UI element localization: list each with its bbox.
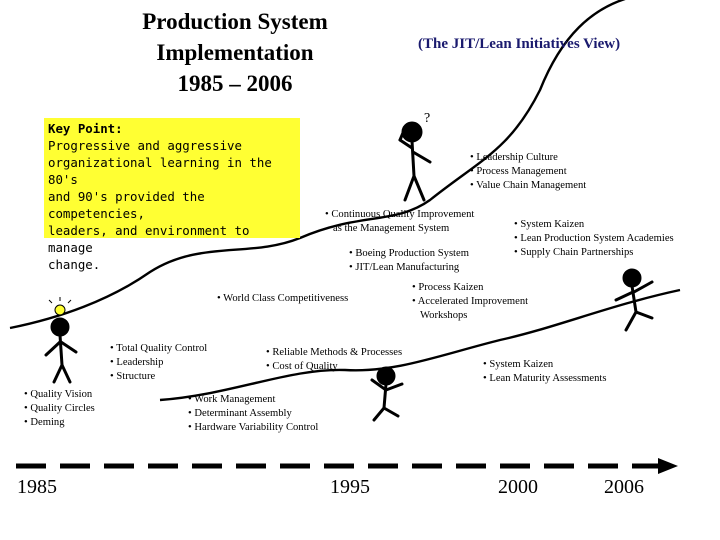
group-process-kaizen: Process Kaizen Accelerated Improvement W… (412, 281, 528, 323)
list-item-continuation: Workshops (412, 309, 528, 323)
year-label: 2006 (604, 476, 644, 498)
page-title: Production System Implementation 1985 – … (100, 6, 370, 99)
arrow-right-icon (658, 458, 678, 474)
group-tqc: Total Quality Control Leadership Structu… (110, 342, 207, 384)
key-point-line: change. (48, 257, 101, 272)
list-item: Supply Chain Partnerships (514, 246, 674, 260)
key-point-line: Progressive and aggressive (48, 138, 242, 153)
list-item: Continuous Quality Improvement (325, 208, 474, 222)
list-item-continuation: as the Management System (325, 222, 474, 236)
list-item: Deming (24, 416, 95, 430)
list-item: System Kaizen (483, 358, 606, 372)
list-item: Quality Circles (24, 402, 94, 416)
list-item: Process Management (470, 165, 586, 179)
key-point-line: and 90's provided the competencies, (48, 189, 205, 221)
list-item-text: as the Management System (333, 223, 450, 234)
celebrating-figure-icon (614, 268, 654, 332)
list-item: Structure (110, 370, 207, 384)
list-item: Quality Vision (24, 388, 95, 402)
group-work: Work Management Determinant Assembly Har… (188, 393, 318, 435)
list-item: Value Chain Management (470, 179, 586, 193)
decline-curve (159, 288, 681, 402)
group-boeing: Boeing Production System JIT/Lean Manufa… (349, 247, 469, 275)
list-item: Determinant Assembly (188, 407, 318, 421)
group-cqi: Continuous Quality Improvement as the Ma… (325, 208, 474, 236)
list-item: Lean Maturity Assessments (483, 372, 606, 386)
list-item: Accelerated Improvement (412, 295, 528, 309)
list-item-text: Workshops (420, 310, 468, 321)
group-leadership: Leadership Culture Process Management Va… (470, 151, 586, 193)
key-point-heading: Key Point: (48, 121, 123, 136)
group-wcc: World Class Competitiveness (217, 292, 348, 306)
subtitle: (The JIT/Lean Initiatives View) (418, 36, 621, 52)
lightbulb-figure-icon (44, 317, 78, 384)
title-line-2: Implementation (156, 40, 314, 65)
question-mark-icon: ? (424, 111, 430, 126)
year-label: 1985 (17, 476, 57, 498)
list-item: Cost of Quality (266, 360, 402, 374)
group-system-kaizen: System Kaizen Lean Production System Aca… (514, 218, 674, 260)
list-item: JIT/Lean Manufacturing (349, 261, 469, 275)
thinking-figure-icon (398, 121, 432, 202)
key-point-line: organizational learning in the 80's (48, 155, 272, 187)
list-item: Hardware Variability Control (188, 421, 318, 435)
year-label: 2000 (498, 476, 538, 498)
group-lean-maturity: System Kaizen Lean Maturity Assessments (483, 358, 606, 386)
title-line-3: 1985 – 2006 (177, 71, 293, 96)
list-item: Lean Production System Academies (514, 232, 673, 246)
lightbulb-icon (48, 297, 72, 316)
list-item: Work Management (188, 393, 318, 407)
list-item: Leadership (110, 356, 207, 370)
group-reliable: Reliable Methods & Processes Cost of Qua… (266, 346, 402, 374)
list-item: World Class Competitiveness (217, 292, 348, 306)
dancing-figure-icon (370, 366, 404, 422)
list-item: Process Kaizen (412, 281, 528, 295)
year-label: 1995 (330, 476, 370, 498)
key-point-box: Key Point: Progressive and aggressive or… (44, 118, 300, 272)
list-item: Leadership Culture (470, 151, 586, 165)
list-item: Reliable Methods & Processes (266, 346, 402, 360)
key-point-line: leaders, and environment to manage (48, 223, 250, 255)
title-line-1: Production System (142, 9, 328, 34)
list-item: System Kaizen (514, 218, 674, 232)
group-quality: Quality Vision Quality Circles Deming (24, 388, 95, 430)
list-item: Boeing Production System (349, 247, 469, 261)
list-item: Total Quality Control (110, 342, 207, 356)
